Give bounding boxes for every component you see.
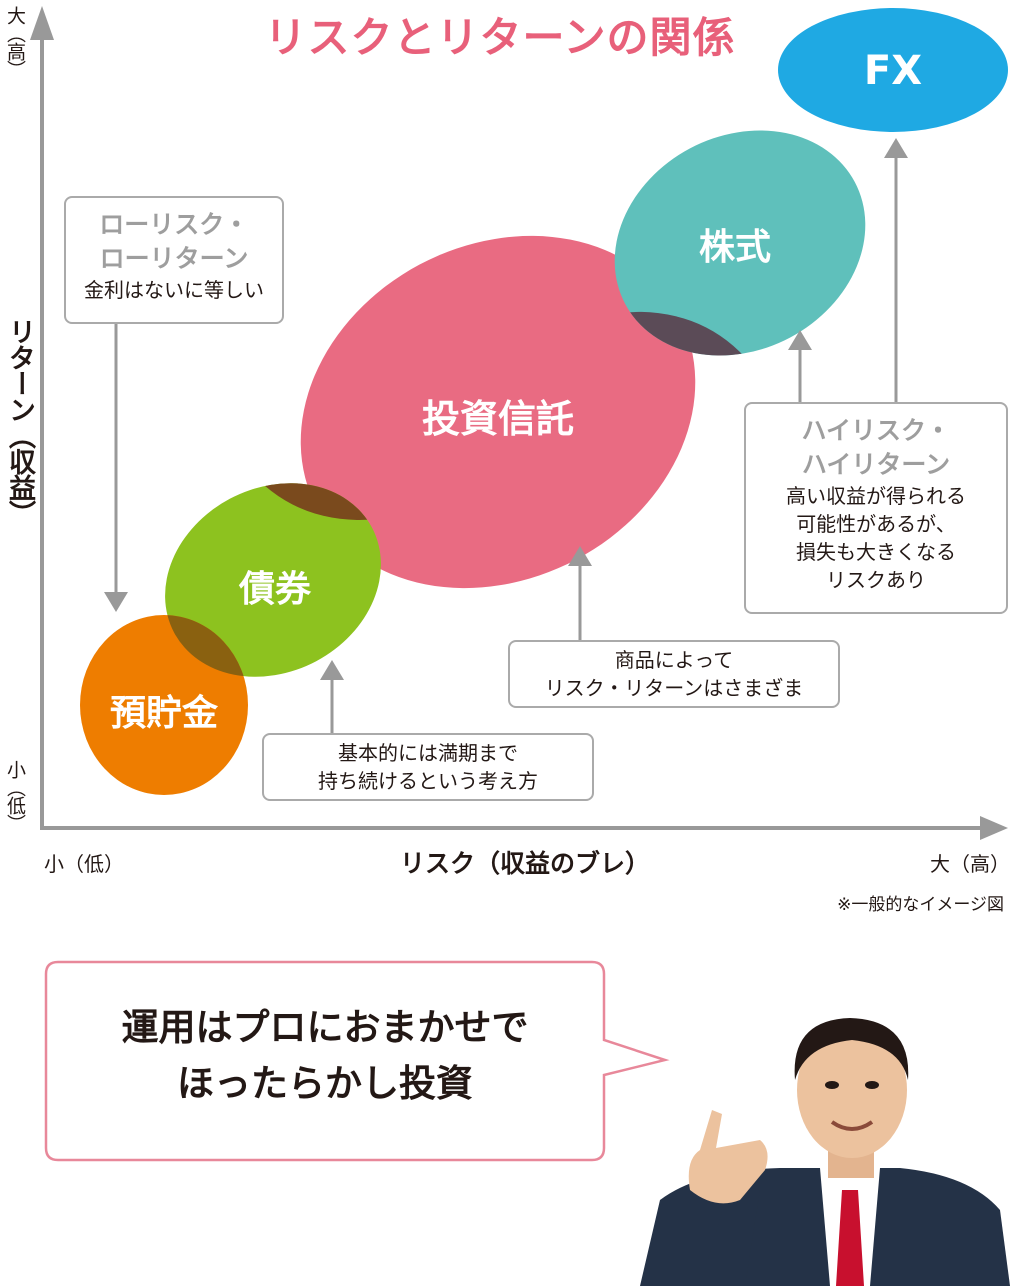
high-risk-body-4: リスクあり [826,568,926,592]
high-risk-body-1: 高い収益が得られる [786,484,966,508]
fx-ellipse [778,8,1008,132]
high-risk-body-2: 可能性があるが、 [796,512,956,536]
speech-bubble [44,960,670,1162]
bond-note-line-1: 基本的には満期まで [338,741,518,765]
fund-note-line-1: 商品によって [614,648,734,672]
y-axis-top-label: 大（高） [4,6,26,78]
footnote: ※一般的なイメージ図 [837,895,1004,915]
stock-ellipse [614,130,866,356]
x-axis-arrow-icon [980,816,1008,840]
x-axis-right-label: 大（高） [930,852,1010,876]
low-risk-heading-2: ローリターン [99,244,249,273]
y-axis-arrow-icon [30,6,54,40]
x-axis-title: リスク（収益のブレ） [399,849,650,878]
fund-label: 投資信託 [421,397,574,441]
fund-note-box: 商品によって リスク・リターンはさまざま [508,640,840,708]
bond-ellipse [165,483,381,677]
stock-arrow-icon [788,330,812,350]
low-risk-heading-1: ローリスク・ [99,210,249,239]
speech-line-1: 運用はプロにおまかせで [121,1006,529,1049]
high-risk-box: ハイリスク・ ハイリターン 高い収益が得られる 可能性があるが、 損失も大きくな… [744,402,1008,614]
high-risk-body-3: 損失も大きくなる [796,540,956,564]
fund-arrow-icon [568,546,592,566]
bond-label: 債券 [238,569,311,610]
deposit-label: 預貯金 [109,693,218,734]
bond-note-line-2: 持ち続けるという考え方 [318,769,538,793]
fund-ellipse [300,235,696,589]
high-risk-heading-1: ハイリスク・ [801,416,951,445]
diagram-title: リスクとリターンの関係 [264,13,736,62]
fund-note-line-2: リスク・リターンはさまざま [544,676,804,700]
bond-arrow-icon [320,660,344,680]
low-risk-body: 金利はないに等しい [84,278,264,302]
high-risk-heading-2: ハイリターン [801,450,951,479]
presenter-illustration [640,1018,1010,1286]
speech-text: 運用はプロにおまかせで ほったらかし投資 [60,1000,590,1112]
low-risk-box: ローリスク・ ローリターン 金利はないに等しい [64,196,284,324]
bond-note-box: 基本的には満期まで 持ち続けるという考え方 [262,733,594,801]
fx-arrow-icon [884,138,908,158]
y-axis-bottom-label: 小（低） [4,760,26,832]
speech-line-2: ほったらかし投資 [177,1062,473,1105]
y-axis-title: リターン（収益） [4,318,35,526]
fx-label: FX [863,48,923,94]
low-risk-arrow-icon [104,592,128,612]
x-axis-left-label: 小（低） [44,852,124,876]
stock-label: 株式 [698,227,771,268]
